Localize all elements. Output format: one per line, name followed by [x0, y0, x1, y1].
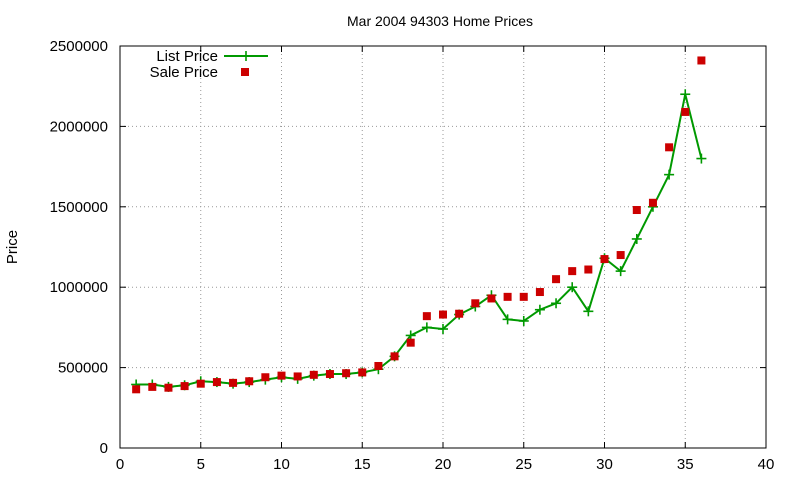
y-tick-label: 1500000	[50, 199, 108, 216]
plus-marker	[241, 51, 251, 61]
plus-marker	[438, 324, 448, 335]
plus-marker	[567, 282, 578, 293]
y-tick-label: 2500000	[50, 38, 108, 55]
data-point	[212, 378, 221, 387]
x-tick-label: 5	[197, 456, 205, 473]
axes	[119, 45, 767, 449]
data-point	[325, 370, 334, 379]
y-axis-label: Price	[4, 230, 21, 264]
data-point	[665, 143, 674, 152]
y-tick-label: 1000000	[50, 279, 108, 296]
data-point	[681, 107, 690, 116]
tick-labels: 0 5 10 15 20 25 30 35 40 0 500000 1000000 1500000 200…	[50, 38, 775, 473]
plus-marker	[421, 322, 432, 333]
data-point	[245, 377, 254, 386]
x-tick-label: 20	[435, 456, 452, 473]
x-tick-label: 30	[596, 456, 613, 473]
x-tick-label: 0	[116, 456, 124, 473]
data-point	[277, 371, 286, 380]
data-point	[487, 294, 496, 303]
data-series	[131, 56, 707, 394]
legend-label: List Price	[156, 48, 218, 65]
data-point	[390, 352, 399, 361]
data-point	[164, 383, 173, 392]
x-tick-label: 15	[354, 456, 371, 473]
data-point	[342, 369, 351, 378]
data-point	[148, 382, 157, 391]
data-point	[584, 265, 593, 274]
x-tick-label: 35	[677, 456, 694, 473]
data-point	[648, 198, 657, 207]
plus-marker	[680, 89, 691, 100]
data-point	[503, 292, 512, 301]
x-tick-label: 25	[515, 456, 532, 473]
plus-marker	[583, 306, 594, 317]
data-point	[455, 309, 464, 318]
x-tick-label: 10	[273, 456, 290, 473]
data-point	[439, 310, 447, 319]
y-tick-label: 0	[100, 440, 108, 457]
data-point	[293, 372, 302, 381]
legend-item: Sale Price	[150, 64, 249, 81]
data-point	[552, 275, 561, 284]
x-tick-label: 40	[758, 456, 775, 473]
data-point	[600, 255, 609, 264]
plus-marker	[631, 233, 642, 244]
plus-marker	[534, 304, 545, 315]
data-point	[406, 338, 415, 347]
grid-lines	[120, 46, 766, 448]
data-point	[374, 361, 383, 370]
chart-title: Mar 2004 94303 Home Prices	[347, 13, 533, 29]
legend-square-swatch	[241, 68, 249, 76]
plus-marker	[551, 298, 562, 309]
data-point	[535, 288, 544, 297]
plus-marker	[696, 153, 707, 164]
series-sale-price	[132, 56, 706, 394]
plus-marker	[518, 315, 529, 326]
data-point	[180, 382, 189, 391]
data-point	[358, 368, 367, 377]
plus-marker	[615, 266, 626, 277]
data-point	[132, 385, 141, 394]
data-point	[422, 312, 431, 321]
plus-marker	[664, 169, 675, 180]
data-point	[697, 56, 706, 65]
series-line	[136, 93, 703, 388]
data-point	[309, 370, 318, 379]
data-point	[261, 373, 270, 382]
data-point	[229, 378, 238, 387]
series-list-price	[131, 89, 707, 392]
plus-marker	[502, 314, 513, 325]
data-point	[616, 251, 625, 260]
legend-label: Sale Price	[150, 64, 218, 81]
data-point	[632, 206, 641, 215]
data-point	[196, 379, 205, 388]
legend-item: List Price	[156, 48, 268, 65]
y-tick-label: 500000	[58, 360, 108, 377]
data-point	[471, 299, 480, 308]
data-point	[519, 292, 528, 301]
y-tick-label: 2000000	[50, 118, 108, 135]
data-point	[568, 267, 577, 276]
